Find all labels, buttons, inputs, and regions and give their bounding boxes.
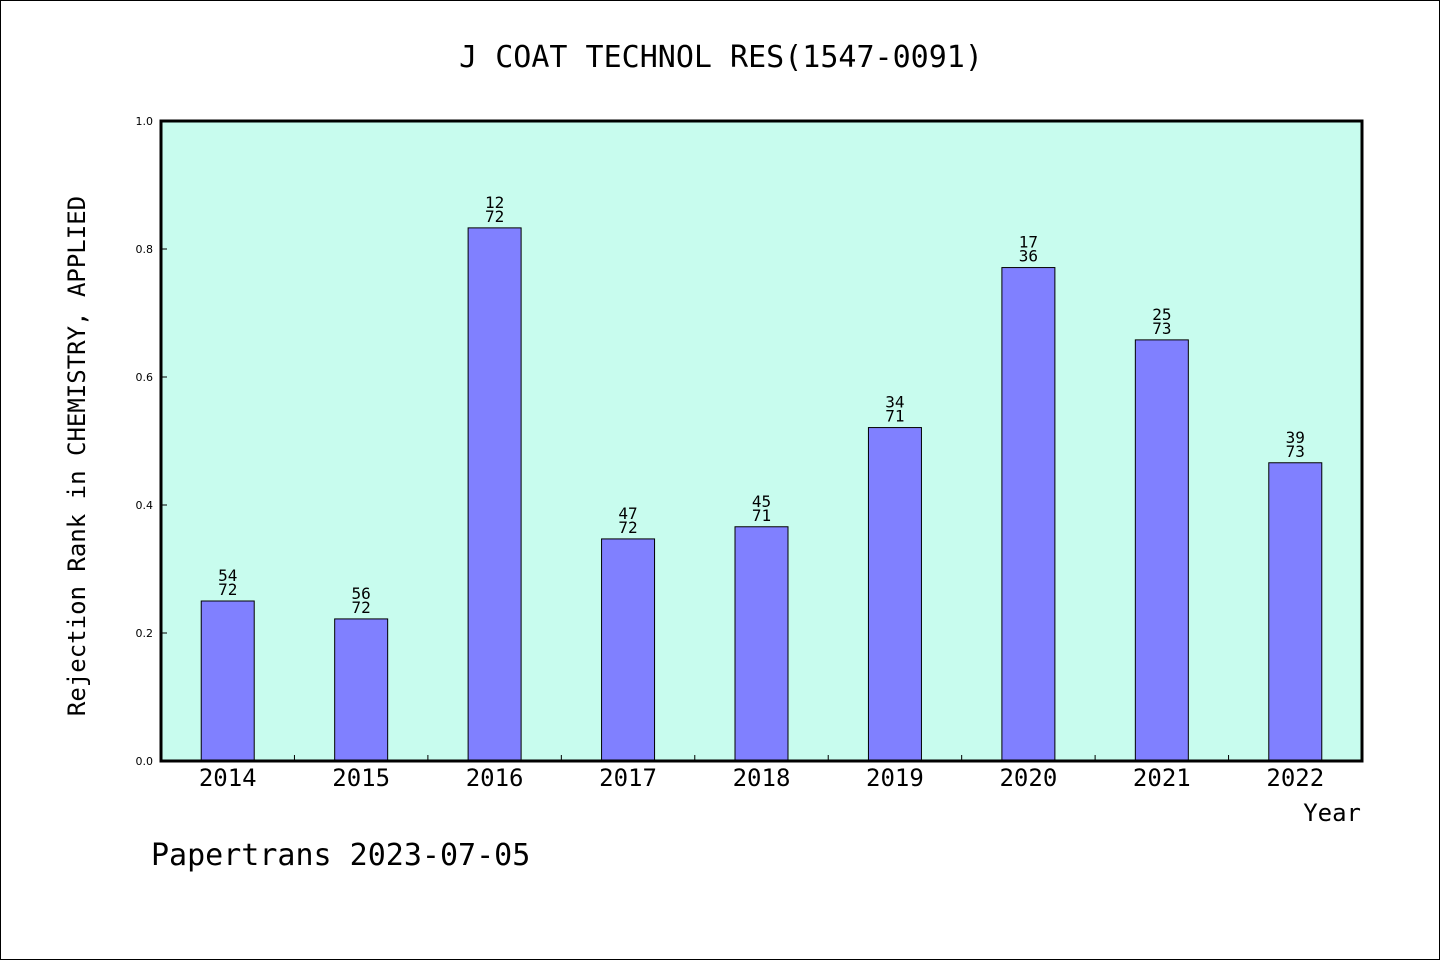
y-axis-ticks: 0.0 0.2 0.4 0.6 0.8 1.0 <box>136 115 167 768</box>
bar-rank-label: 47 <box>618 504 637 523</box>
y-axis-label: Rejection Rank in CHEMISTRY, APPLIED <box>63 196 91 716</box>
bar-total-label: 72 <box>218 580 237 599</box>
bar-rank-label: 17 <box>1019 233 1038 252</box>
bar-total-label: 72 <box>485 207 504 226</box>
footer-credit: Papertrans 2023-07-05 <box>151 838 530 873</box>
plot-border <box>159 119 1364 763</box>
bar <box>601 538 656 762</box>
x-tick-label: 2022 <box>1266 764 1324 792</box>
bar <box>734 526 789 762</box>
bars-group <box>200 227 1323 762</box>
bar <box>200 600 255 762</box>
x-tick-label: 2021 <box>1133 764 1191 792</box>
bar-total-label: 73 <box>1152 319 1171 338</box>
bar <box>1134 339 1189 762</box>
bar-rank-label: 39 <box>1286 428 1305 447</box>
y-tick-label: 0.2 <box>136 627 154 640</box>
x-tick-label: 2020 <box>999 764 1057 792</box>
y-tick-label: 0.4 <box>136 499 154 512</box>
bar-rank-label: 54 <box>218 566 237 585</box>
bar <box>1268 462 1323 762</box>
bar <box>867 427 922 762</box>
chart-title: J COAT TECHNOL RES(1547-0091) <box>459 40 983 75</box>
bar-total-label: 36 <box>1019 247 1038 266</box>
y-tick-label: 1.0 <box>136 115 154 128</box>
y-tick-label: 0.6 <box>136 371 154 384</box>
x-tick-label: 2014 <box>199 764 257 792</box>
bar <box>1001 267 1056 762</box>
x-tick-label: 2015 <box>332 764 390 792</box>
bar-rank-label: 45 <box>752 492 771 511</box>
bar-total-label: 73 <box>1286 442 1305 461</box>
bar-total-label: 72 <box>352 598 371 617</box>
bar-total-label: 71 <box>752 506 771 525</box>
x-tick-label: 2017 <box>599 764 657 792</box>
bar-rank-label: 56 <box>352 584 371 603</box>
bar-rank-label: 34 <box>885 393 904 412</box>
y-tick-label: 0.8 <box>136 243 154 256</box>
bar-total-label: 72 <box>618 518 637 537</box>
x-tick-label: 2016 <box>466 764 524 792</box>
bar-total-label: 71 <box>885 407 904 426</box>
x-tick-labels-group: 2014 2015 2016 2017 2018 2019 2020 2021 2022 <box>199 764 1324 792</box>
bar-rank-label: 25 <box>1152 305 1171 324</box>
bar <box>334 618 389 762</box>
x-tick-label: 2018 <box>733 764 791 792</box>
bar-rank-label: 12 <box>485 193 504 212</box>
x-axis-label: Year <box>1303 799 1361 827</box>
bar <box>467 227 522 762</box>
x-tick-label: 2019 <box>866 764 924 792</box>
y-tick-label: 0.0 <box>136 755 154 768</box>
